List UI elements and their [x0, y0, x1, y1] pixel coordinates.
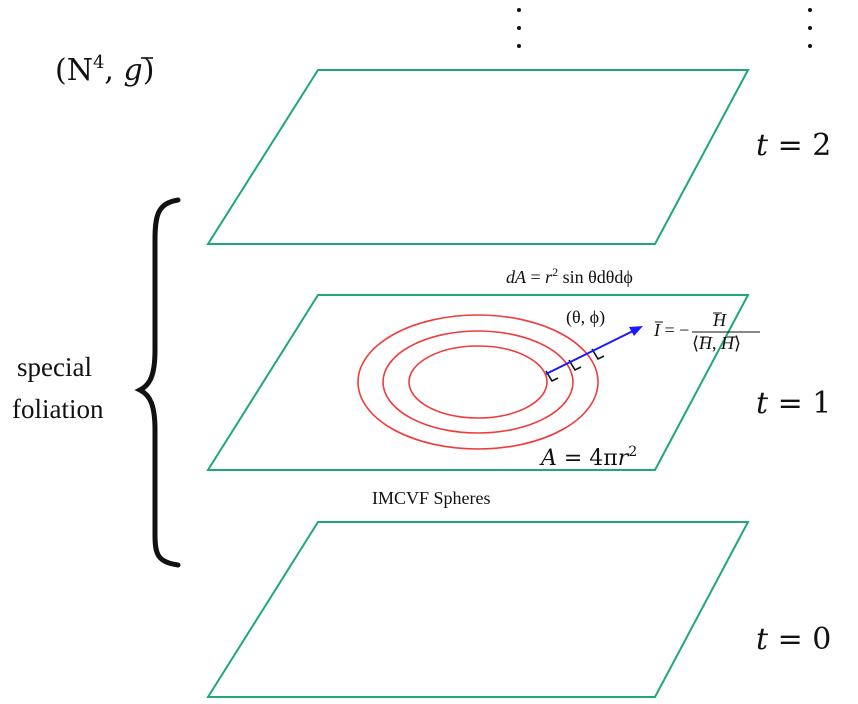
normal-vector-arrow — [545, 326, 643, 375]
time-label-t0: t = 0 — [756, 622, 831, 657]
continuation-dots-right — [808, 8, 812, 48]
continuation-dots-left — [517, 8, 521, 48]
sphere-outer — [357, 314, 599, 450]
normal-vector-formula: I = − H ⟨H, H⟩ — [653, 310, 760, 353]
area-element-formula: dA = r2 sin θdθdϕ — [506, 265, 633, 287]
sphere-inner — [408, 345, 548, 419]
svg-text:H: H — [712, 310, 727, 330]
time-label-t1: t = 1 — [756, 386, 831, 421]
plane-t1 — [206, 294, 750, 471]
sphere-area-formula: A = 4πr2 — [539, 444, 637, 471]
plane-t2 — [206, 69, 750, 245]
coordinates-label: (θ, ϕ) — [566, 307, 605, 328]
svg-text:⟨H, H⟩: ⟨H, H⟩ — [692, 333, 741, 353]
svg-text:I = −: I = − — [653, 320, 689, 340]
manifold-label: (N4, g) — [55, 52, 154, 88]
imcvf-spheres — [357, 314, 599, 450]
brace-label-line2: foliation — [12, 394, 104, 424]
plane-t0 — [206, 521, 750, 698]
curly-brace — [134, 197, 181, 568]
brace-label-line1: special — [17, 352, 92, 382]
sphere-middle — [382, 330, 574, 434]
time-label-t2: t = 2 — [756, 128, 831, 163]
imcvf-caption: IMCVF Spheres — [372, 488, 491, 508]
right-angle-markers — [545, 348, 605, 383]
